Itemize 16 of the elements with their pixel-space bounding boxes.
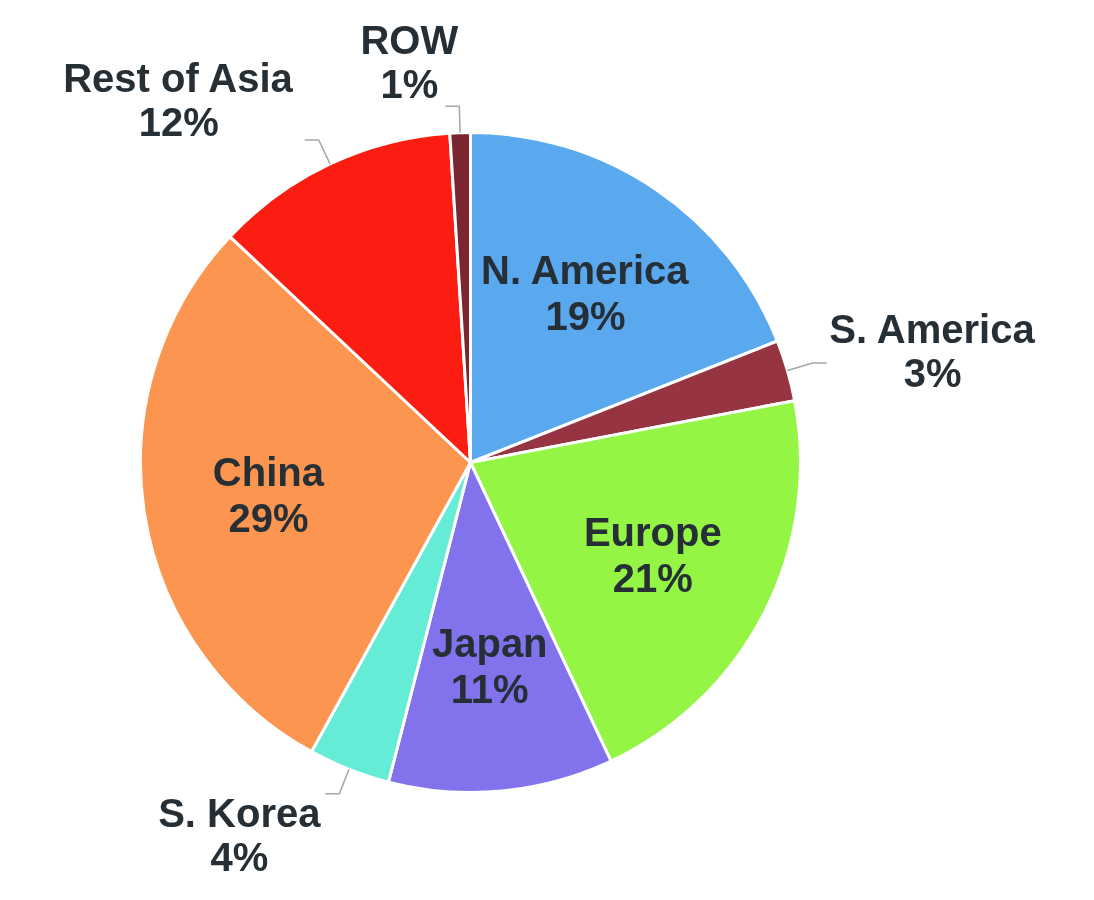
slice-label: N. America [481,248,690,293]
data-label: 11% [450,667,529,712]
slice-label: ROW [360,18,459,63]
slice-label: Rest of Asia [63,56,294,101]
slice-label: Japan [431,621,548,666]
slice-label: China [212,449,325,494]
data-label: 21% [612,556,693,601]
data-label: 29% [228,495,309,540]
data-label: 12% [138,100,219,145]
slice-label: S. America [829,306,1036,351]
data-label: 3% [903,350,962,395]
slice-label: Europe [583,510,722,555]
data-label: 1% [380,62,439,107]
slice-label: S. Korea [158,790,322,835]
data-label: 19% [545,294,626,339]
data-label: 4% [210,834,269,879]
